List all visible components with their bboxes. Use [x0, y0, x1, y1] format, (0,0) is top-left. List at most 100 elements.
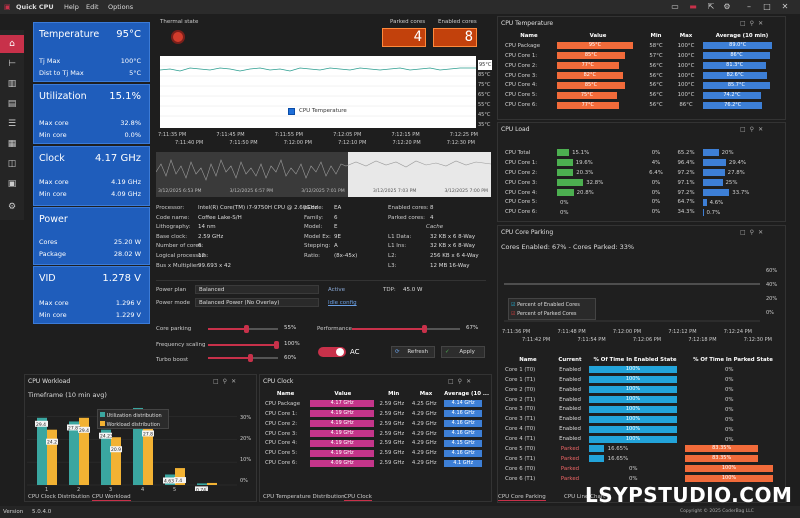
table-row[interactable]: CPU Core 5: 4.19 GHz 2.59 GHz 4.29 GHz 4.16 …	[263, 448, 491, 458]
pin-icon[interactable]: ⚲	[222, 378, 232, 385]
column-header[interactable]: Current	[558, 356, 582, 363]
tab-cpu-clock-distribution[interactable]: CPU Clock Distribution	[28, 494, 90, 500]
power-plan-select[interactable]: Balanced	[195, 285, 319, 294]
close-icon[interactable]: ✕	[231, 378, 241, 385]
slider-handle[interactable]	[422, 325, 427, 333]
apply-button[interactable]: ✓ Apply	[441, 346, 485, 358]
monitor-icon[interactable]: ▭	[671, 2, 679, 11]
close-icon[interactable]: ✕	[758, 229, 768, 236]
table-row[interactable]: CPU Core 3: 32.8% 0% 97.1% 25%	[503, 178, 783, 188]
cpu-icon[interactable]: ▣	[7, 179, 17, 189]
history-icon[interactable]: ◫	[7, 159, 17, 169]
tile-utilization[interactable]: Utilization 15.1% Max core 32.8% Min cor…	[33, 84, 150, 144]
table-row[interactable]: CPU Total 15.1% 0% 65.2% 20%	[503, 148, 783, 158]
column-header[interactable]: Max	[419, 390, 433, 397]
table-row[interactable]: CPU Package 4.17 GHz 2.59 GHz 4.25 GHz 4.14 …	[263, 399, 491, 409]
table-row[interactable]: CPU Core 3: 82°C 56°C 100°C 82.6°C	[503, 71, 783, 81]
table-row[interactable]: Core 5 (T1) Parked 16.65% 83.35%	[503, 454, 783, 464]
tab-cpu-workload[interactable]: CPU Workload	[92, 494, 131, 501]
utilization-bar[interactable]	[101, 429, 111, 485]
export-icon[interactable]: ⇱	[707, 2, 715, 11]
workload-bar[interactable]	[143, 421, 153, 485]
table-row[interactable]: Core 4 (T1) Enabled 100% 0%	[503, 434, 783, 444]
table-row[interactable]: Core 6 (T0) Parked 0% 100%	[503, 464, 783, 474]
tab-cpu-core-parking[interactable]: CPU Core Parking	[498, 494, 546, 501]
column-header[interactable]: Value	[589, 32, 607, 39]
performance-slider[interactable]	[352, 325, 460, 333]
column-header[interactable]: Max	[679, 32, 693, 39]
table-row[interactable]: CPU Core 6: 4.09 GHz 2.59 GHz 4.29 GHz 4.1 G…	[263, 458, 491, 468]
menu-options[interactable]: Options	[108, 3, 134, 11]
turbo-boost-slider[interactable]	[208, 354, 278, 362]
column-header[interactable]: % Of Time In Parked State	[693, 356, 773, 363]
workload-bar[interactable]	[207, 482, 217, 485]
table-row[interactable]: Core 1 (T0) Enabled 100% 0%	[503, 365, 783, 375]
slider-handle[interactable]	[274, 341, 279, 349]
slider-handle[interactable]	[248, 354, 253, 362]
slider-handle[interactable]	[244, 325, 249, 333]
column-header[interactable]: Name	[519, 356, 537, 363]
gear-icon[interactable]: ⚙	[723, 2, 731, 11]
column-header[interactable]: Average (10 ...	[444, 390, 489, 397]
column-header[interactable]: Value	[334, 390, 352, 397]
table-row[interactable]: Core 5 (T0) Parked 16.65% 83.35%	[503, 444, 783, 454]
table-row[interactable]: Core 3 (T0) Enabled 100% 0%	[503, 404, 783, 414]
bars-icon[interactable]: ▤	[7, 99, 17, 109]
report-icon[interactable]: ▦	[7, 139, 17, 149]
minimize-icon[interactable]: –	[747, 2, 751, 11]
flag-icon[interactable]: ▬	[689, 2, 697, 11]
home-icon[interactable]: ⌂	[0, 35, 24, 53]
refresh-button[interactable]: ⟳ Refresh	[391, 346, 435, 358]
table-row[interactable]: CPU Core 1: 85°C 57°C 100°C 86°C	[503, 51, 783, 61]
table-row[interactable]: CPU Core 4: 4.19 GHz 2.59 GHz 4.29 GHz 4.15 …	[263, 438, 491, 448]
table-row[interactable]: CPU Core 1: 4.19 GHz 2.59 GHz 4.29 GHz 4.16 …	[263, 409, 491, 419]
table-row[interactable]: Core 6 (T1) Parked 0% 100%	[503, 474, 783, 484]
tile-clock[interactable]: Clock 4.17 GHz Max core 4.19 GHz Min cor…	[33, 146, 150, 206]
table-row[interactable]: CPU Core 2: 4.19 GHz 2.59 GHz 4.29 GHz 4.16 …	[263, 419, 491, 429]
utilization-bar[interactable]	[37, 417, 47, 485]
table-row[interactable]: Core 2 (T0) Enabled 100% 0%	[503, 385, 783, 395]
close-icon[interactable]: ✕	[466, 378, 476, 385]
tree-icon[interactable]: ⊢	[8, 59, 16, 69]
workload-bar[interactable]	[175, 468, 185, 485]
close-icon[interactable]: ✕	[781, 2, 789, 11]
workload-bar[interactable]	[111, 437, 121, 485]
table-row[interactable]: Core 4 (T0) Enabled 100% 0%	[503, 424, 783, 434]
table-row[interactable]: CPU Core 3: 4.19 GHz 2.59 GHz 4.29 GHz 4.16 …	[263, 429, 491, 439]
legend-checkbox[interactable]	[288, 108, 295, 115]
float-icon[interactable]: □	[740, 126, 750, 133]
pin-icon[interactable]: ⚲	[457, 378, 467, 385]
pin-icon[interactable]: ⚲	[749, 229, 759, 236]
tile-power[interactable]: Power Cores 25.20 W Package 28.02 W	[33, 207, 150, 265]
workload-bar[interactable]	[79, 417, 89, 485]
float-icon[interactable]: □	[213, 378, 223, 385]
utilization-bar[interactable]	[197, 483, 207, 485]
table-row[interactable]: CPU Package 95°C 58°C 100°C 89.0°C	[503, 41, 783, 51]
power-mode-select[interactable]: Balanced Power (No Overlay)	[195, 298, 319, 307]
column-header[interactable]: Min	[388, 390, 400, 397]
check-icon[interactable]: ☑	[511, 302, 516, 308]
table-row[interactable]: CPU Core 6: 0% 0% 34.3% 0.7%	[503, 207, 783, 217]
table-row[interactable]: CPU Core 6: 77°C 56°C 86°C 76.2°C	[503, 100, 783, 110]
tile-temperature[interactable]: Temperature 95°C Tj Max 100°C Dist to Tj…	[33, 22, 150, 82]
tab-cpu-line-chart[interactable]: CPU Line Chart	[564, 494, 606, 500]
table-row[interactable]: CPU Core 5: 0% 0% 64.7% 4.6%	[503, 197, 783, 207]
workload-bar[interactable]	[47, 429, 57, 485]
utilization-bar[interactable]	[133, 407, 143, 485]
table-row[interactable]: CPU Core 5: 75°C 56°C 100°C 74.2°C	[503, 90, 783, 100]
maximize-icon[interactable]: □	[763, 2, 771, 11]
float-icon[interactable]: □	[740, 229, 750, 236]
table-row[interactable]: CPU Core 2: 20.3% 6.4% 97.2% 27.8%	[503, 168, 783, 178]
table-row[interactable]: Core 2 (T1) Enabled 100% 0%	[503, 395, 783, 405]
table-row[interactable]: Core 1 (T1) Enabled 100% 0%	[503, 375, 783, 385]
settings-list-icon[interactable]: ☰	[7, 119, 17, 129]
tab-cpu-clock[interactable]: CPU Clock	[344, 494, 372, 501]
core-parking-slider[interactable]	[208, 325, 278, 333]
table-row[interactable]: Core 3 (T1) Enabled 100% 0%	[503, 414, 783, 424]
tile-vid[interactable]: VID 1.278 V Max core 1.296 V Min core 1.…	[33, 266, 150, 324]
ac-toggle[interactable]	[318, 347, 346, 357]
menu-edit[interactable]: Edit	[86, 3, 99, 11]
table-row[interactable]: CPU Core 4: 85°C 56°C 100°C 85.7°C	[503, 80, 783, 90]
tab-cpu-temperature-distribution[interactable]: CPU Temperature Distribution	[263, 494, 345, 500]
column-header[interactable]: Min	[650, 32, 662, 39]
